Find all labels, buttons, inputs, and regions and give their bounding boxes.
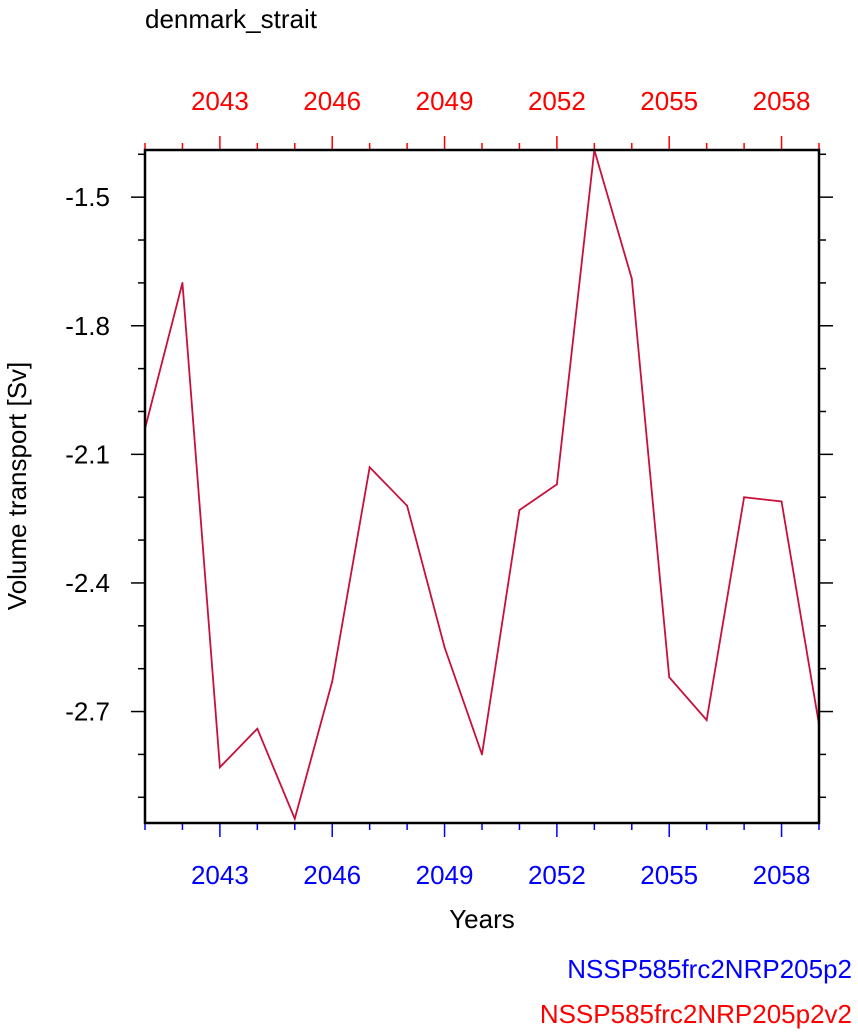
left-axis: -1.5 -1.8 -2.1 -2.4 -2.7 [65,153,145,799]
x-tick-label-top: 2052 [528,86,586,116]
top-axis: 2043 2046 2049 2052 2055 2058 [144,86,820,150]
plot-frame [143,148,821,825]
data-point [256,727,259,730]
series-line-1 [144,149,820,822]
x-tick-label-bottom: 2052 [528,860,586,890]
bottom-axis: 2043 2046 2049 2052 2055 2058 [144,823,820,890]
data-point [705,719,708,722]
data-point [181,281,184,284]
x-tick-label-bottom: 2058 [753,860,811,890]
data-point [780,500,783,503]
data-point [668,676,671,679]
chart-title: denmark_strait [145,4,318,34]
y-tick-label: -1.5 [65,182,110,212]
y-tick-label: -2.1 [65,439,110,469]
data-point [481,753,483,756]
x-tick-label-top: 2043 [191,86,249,116]
x-tick-label-bottom: 2046 [303,860,361,890]
data-point [368,466,371,469]
data-point [218,766,221,769]
y-axis-label: Volume transport [Sv] [2,362,32,611]
data-point [331,680,334,683]
x-tick-label-top: 2058 [753,86,811,116]
y-tick-label: -2.4 [65,568,110,598]
x-tick-label-bottom: 2043 [191,860,249,890]
legend-label-2: NSSP585frc2NRP205p2v2 [540,999,852,1029]
x-tick-label-bottom: 2049 [416,860,474,890]
x-axis-label: Years [449,904,515,934]
right-axis [819,153,833,799]
data-point [406,504,409,507]
data-point [443,646,446,649]
legend-label-1: NSSP585frc2NRP205p2 [567,954,852,984]
data-point [743,496,746,499]
data-point [518,509,521,511]
x-tick-label-top: 2046 [303,86,361,116]
data-point [630,277,633,280]
y-tick-label: -1.8 [65,311,110,341]
x-tick-label-bottom: 2055 [640,860,698,890]
x-tick-label-top: 2055 [640,86,698,116]
y-tick-label: -2.7 [65,697,110,727]
data-point [555,483,558,486]
data-point [293,817,296,820]
x-tick-label-top: 2049 [416,86,474,116]
series-layer [144,149,820,822]
